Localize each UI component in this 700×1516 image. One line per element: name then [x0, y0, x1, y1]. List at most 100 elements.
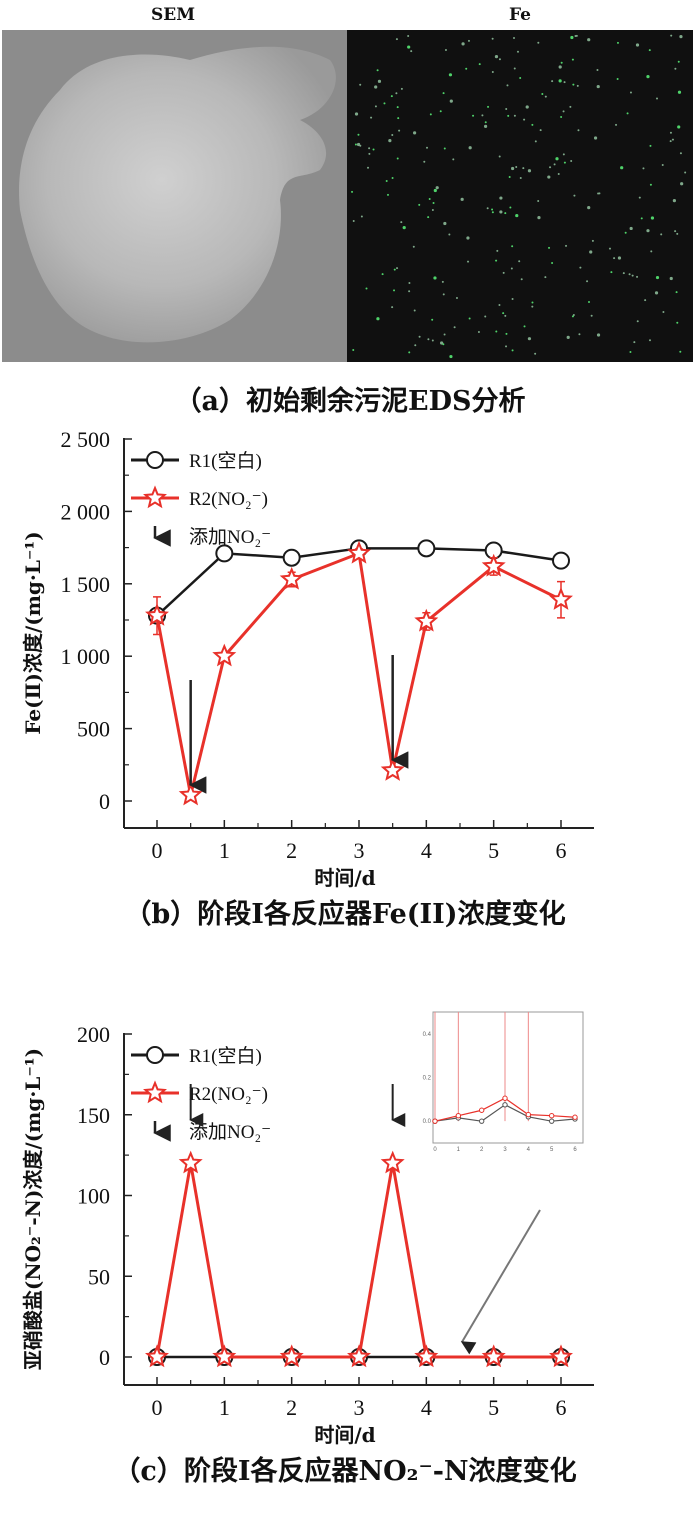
fe-dot: [569, 105, 572, 108]
fe-dot: [555, 157, 559, 161]
fe-dot: [525, 105, 529, 109]
y-tick-label: 100: [77, 1184, 110, 1209]
fe-dot: [537, 41, 540, 44]
fe-dot: [537, 216, 541, 220]
inset-x-tick-label: 3: [503, 1147, 507, 1153]
fe-dot: [560, 61, 563, 64]
fe-dot: [527, 337, 532, 341]
fe-dot: [648, 339, 651, 342]
fe-dot: [508, 175, 511, 178]
fe-dot: [390, 95, 393, 98]
fe-dot: [562, 110, 565, 113]
fe-dot: [593, 136, 598, 140]
fe-dot: [468, 146, 472, 150]
fe-dot: [513, 37, 516, 40]
x-tick-label: 6: [556, 838, 567, 863]
fe-dot: [587, 206, 591, 210]
fe-dot: [484, 121, 487, 124]
fe-dot: [496, 249, 499, 252]
fe-dot: [498, 155, 501, 158]
fe-dot: [578, 333, 581, 336]
fe-dot: [414, 344, 417, 347]
fe-dot: [633, 341, 636, 344]
fe-dot: [478, 63, 481, 66]
fe-dot: [444, 48, 447, 51]
inset-data-point: [572, 1114, 578, 1120]
fe-dot: [386, 193, 389, 196]
y-tick-label: 2 500: [61, 427, 111, 452]
fe-dot: [654, 291, 659, 295]
data-point-star: [212, 1344, 237, 1368]
legend-star-icon: [143, 1080, 167, 1104]
fe-dot: [674, 230, 677, 233]
data-point-star: [279, 1344, 304, 1368]
fe-dot: [577, 129, 580, 132]
fe-dot: [534, 352, 537, 355]
fe-dot: [455, 297, 458, 300]
inset-x-tick-label: 6: [573, 1147, 577, 1153]
inset-x-tick-label: 5: [550, 1147, 554, 1153]
fe-dot: [656, 97, 659, 100]
fe-dot: [615, 123, 618, 126]
fe-dot: [443, 147, 446, 150]
data-point-star: [481, 1344, 506, 1368]
fe-dot: [590, 314, 593, 317]
fe-dot: [613, 257, 616, 260]
fe-dot: [505, 332, 508, 335]
fe-dot: [684, 171, 687, 174]
fe-dot: [502, 271, 505, 274]
fe-dot: [432, 202, 435, 205]
inset-data-point: [525, 1111, 532, 1118]
fe-dot: [498, 303, 501, 306]
data-point-star: [380, 1150, 405, 1174]
series-line-2: [155, 1162, 561, 1359]
inset-data-point: [478, 1118, 485, 1124]
fe-dot: [468, 317, 471, 320]
fe-dot: [499, 196, 503, 200]
inset-data-point: [455, 1113, 462, 1119]
fe-dot: [402, 226, 406, 230]
fe-dot: [669, 276, 673, 281]
fe-dot: [622, 272, 625, 275]
fe-dot: [669, 131, 672, 134]
fe-dot: [513, 67, 516, 70]
fe-dot: [662, 311, 665, 314]
fe-dot: [617, 256, 622, 260]
fe-dot: [443, 333, 446, 336]
fe-dot: [431, 318, 434, 321]
fe-dot: [596, 333, 601, 337]
sem-label: SEM: [151, 5, 195, 25]
fe-dot: [635, 43, 640, 47]
fe-dot: [589, 250, 593, 254]
fe-dot: [354, 112, 359, 116]
fe-dot: [357, 133, 360, 136]
data-point-star: [212, 643, 237, 667]
inset-y-tick-label: 0.0: [423, 1119, 432, 1125]
fe-dot: [646, 75, 650, 79]
fe-dot: [557, 172, 560, 175]
fe-dot: [483, 124, 488, 128]
fe-dot: [370, 116, 373, 119]
fe-dot: [491, 208, 494, 211]
fe-dot: [642, 167, 645, 170]
fe-dot: [352, 219, 355, 222]
fe-dot: [407, 45, 411, 49]
fe-dot: [408, 351, 411, 354]
fe-dot: [393, 268, 396, 271]
fe-dot: [661, 163, 664, 166]
data-point-star: [347, 1344, 371, 1368]
fe-dot: [442, 92, 445, 95]
data-point-star: [178, 782, 203, 806]
data-point-star: [414, 608, 439, 632]
fe-dot: [372, 148, 375, 151]
fe-dot: [487, 105, 490, 108]
data-point-star: [145, 603, 169, 626]
x-tick-label: 1: [219, 1395, 230, 1420]
fe-dot: [560, 115, 563, 118]
fe-dot: [374, 85, 378, 89]
data-point-star: [481, 553, 506, 577]
fe-dot: [671, 138, 674, 141]
fe-dot: [505, 345, 508, 348]
